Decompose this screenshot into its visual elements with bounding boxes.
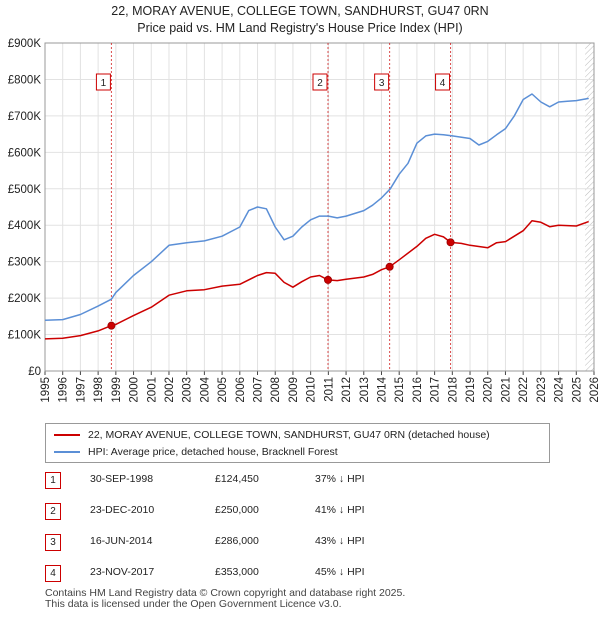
x-tick-label: 2013 <box>359 377 371 403</box>
sale-row: 2 23-DEC-2010 £250,000 41% ↓ HPI <box>45 503 550 525</box>
plot-area <box>45 43 594 371</box>
x-tick-label: 2003 <box>182 377 194 403</box>
y-tick-label: £800K <box>8 74 42 86</box>
sale-marker-box <box>374 73 390 91</box>
x-tick-label: 2026 <box>589 377 600 403</box>
x-tick-label: 2009 <box>288 377 300 403</box>
sale-point <box>324 275 333 284</box>
sale-marker-box <box>435 73 451 91</box>
footer-licence: This data is licensed under the Open Gov… <box>45 598 342 610</box>
sale-price: £286,000 <box>215 535 259 547</box>
forecast-hatch <box>585 43 594 371</box>
legend-swatch-hpi <box>54 451 80 454</box>
x-tick-label: 1999 <box>111 377 123 403</box>
y-tick-label: £900K <box>8 38 42 50</box>
sale-number-badge: 1 <box>45 472 61 489</box>
title-line-1: 22, MORAY AVENUE, COLLEGE TOWN, SANDHURS… <box>111 4 489 18</box>
x-tick-label: 2000 <box>129 377 141 403</box>
sale-point <box>385 262 394 271</box>
sale-number-badge: 3 <box>45 534 61 551</box>
x-tick-label: 1996 <box>58 377 70 403</box>
x-tick-label: 2014 <box>376 376 388 402</box>
x-tick-label: 2011 <box>323 377 335 402</box>
x-tick-label: 2006 <box>235 377 247 403</box>
y-tick-label: £400K <box>8 220 42 232</box>
x-tick-label: 1998 <box>93 377 105 403</box>
y-tick-label: £100K <box>8 330 42 342</box>
sale-row: 4 23-NOV-2017 £353,000 45% ↓ HPI <box>45 565 550 587</box>
y-tick-label: £200K <box>8 293 42 305</box>
sale-price: £250,000 <box>215 504 259 516</box>
x-tick-label: 2008 <box>270 377 282 403</box>
sale-marker-box <box>312 73 328 91</box>
sale-point <box>446 238 455 247</box>
x-tick-label: 2010 <box>306 377 318 403</box>
sale-marker-label: 3 <box>379 78 385 89</box>
y-tick-label: £700K <box>8 111 42 123</box>
sale-price: £353,000 <box>215 566 259 578</box>
x-tick-label: 2016 <box>412 377 424 403</box>
sale-date: 23-DEC-2010 <box>90 504 155 516</box>
x-tick-label: 2004 <box>199 376 211 402</box>
x-tick-label: 2024 <box>554 376 566 402</box>
legend-item-hpi: HPI: Average price, detached house, Brac… <box>54 444 338 460</box>
legend-label-property: 22, MORAY AVENUE, COLLEGE TOWN, SANDHURS… <box>88 429 490 441</box>
sale-number-badge: 2 <box>45 503 61 520</box>
sale-date: 23-NOV-2017 <box>90 566 155 578</box>
legend-label-hpi: HPI: Average price, detached house, Brac… <box>88 446 338 458</box>
sale-marker-label: 1 <box>101 78 107 89</box>
legend-item-property: 22, MORAY AVENUE, COLLEGE TOWN, SANDHURS… <box>54 427 490 443</box>
x-tick-label: 2020 <box>483 377 495 403</box>
sale-price: £124,450 <box>215 473 259 485</box>
sale-marker-label: 4 <box>440 78 446 89</box>
plot-frame <box>44 42 595 372</box>
y-tick-label: £600K <box>8 147 42 159</box>
sale-marker-box <box>95 73 111 91</box>
sale-hpi-diff: 37% ↓ HPI <box>315 473 365 485</box>
x-tick-label: 2023 <box>536 377 548 403</box>
series-line-property <box>44 220 589 340</box>
title-line-2: Price paid vs. HM Land Registry's House … <box>137 21 463 35</box>
sale-date: 30-SEP-1998 <box>90 473 154 485</box>
chart-legend: 22, MORAY AVENUE, COLLEGE TOWN, SANDHURS… <box>45 423 550 463</box>
y-tick-label: £0 <box>28 366 41 378</box>
chart-title: 22, MORAY AVENUE, COLLEGE TOWN, SANDHURS… <box>0 3 600 37</box>
x-tick-label: 2021 <box>500 377 512 403</box>
x-tick-label: 2025 <box>571 377 583 403</box>
x-tick-label: 2007 <box>253 377 265 403</box>
x-tick-label: 2022 <box>518 377 530 403</box>
legend-swatch-property <box>54 434 80 437</box>
x-tick-label: 2002 <box>164 377 176 403</box>
price-chart: £0 £100K £200K £300K £400K £500K £600K £700K £80… <box>8 38 600 403</box>
sale-number-badge: 4 <box>45 565 61 582</box>
x-tick-label: 1997 <box>75 377 87 403</box>
footer: Contains HM Land Registry data © Crown c… <box>45 588 405 610</box>
sale-hpi-diff: 43% ↓ HPI <box>315 535 365 547</box>
footer-copyright: Contains HM Land Registry data © Crown c… <box>45 587 406 599</box>
sale-hpi-diff: 41% ↓ HPI <box>315 504 365 516</box>
y-tick-label: £500K <box>8 184 42 196</box>
x-tick-label: 1995 <box>40 377 52 403</box>
sale-row: 3 16-JUN-2014 £286,000 43% ↓ HPI <box>45 534 550 556</box>
sale-point <box>107 321 116 330</box>
x-tick-label: 2005 <box>217 377 229 403</box>
sale-marker-label: 2 <box>317 78 323 89</box>
y-tick-label: £300K <box>8 257 42 269</box>
x-tick-label: 2019 <box>465 377 477 403</box>
series-line-hpi <box>44 93 589 322</box>
sale-date: 16-JUN-2014 <box>90 535 153 547</box>
sale-hpi-diff: 45% ↓ HPI <box>315 566 365 578</box>
x-tick-label: 2012 <box>341 377 353 403</box>
sale-row: 1 30-SEP-1998 £124,450 37% ↓ HPI <box>45 472 550 494</box>
x-tick-label: 2017 <box>430 377 442 403</box>
x-tick-label: 2015 <box>394 377 406 403</box>
x-tick-label: 2001 <box>146 377 158 403</box>
x-tick-label: 2018 <box>447 377 459 403</box>
